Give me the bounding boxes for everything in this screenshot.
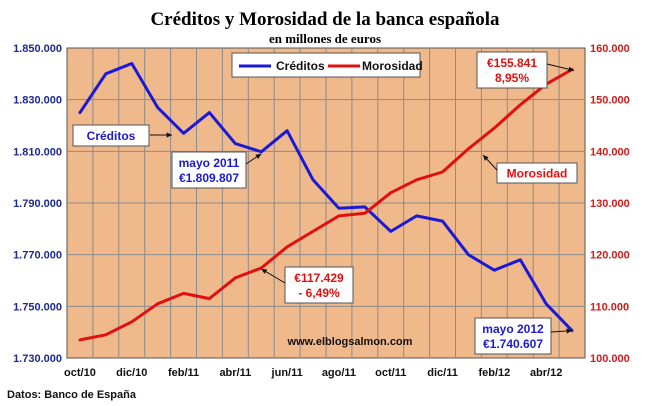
annotation-text-mayo2012: mayo 2012 <box>482 322 544 336</box>
left-tick-label: 1.730.000 <box>13 353 62 365</box>
chart-title: Créditos y Morosidad de la banca español… <box>150 9 500 30</box>
x-tick-label: jun/11 <box>271 367 303 379</box>
right-tick-label: 100.000 <box>590 353 630 365</box>
annotation-arrow-moro-may11-head <box>261 268 268 274</box>
source-note: Datos: Banco de España <box>7 389 137 401</box>
right-tick-label: 120.000 <box>590 250 630 262</box>
annotation-text-mayo2011: mayo 2011 <box>179 156 240 170</box>
annotation-text-moro-may11: - 6,49% <box>298 286 340 300</box>
x-tick-label: feb/11 <box>168 367 199 379</box>
left-axis-ticks: 1.730.000 1.750.000 1.770.000 1.790.000 1.81… <box>13 43 62 365</box>
left-tick-label: 1.770.000 <box>13 250 62 262</box>
annotation-text-mayo2011: €1.809.807 <box>179 171 239 185</box>
annotation-text-moro-may11: €117.429 <box>294 271 344 285</box>
series-line-morosidad <box>78 68 574 342</box>
annotation-arrow-mayo2012-head <box>566 328 573 334</box>
legend-entry: Créditos <box>276 59 325 73</box>
right-tick-label: 160.000 <box>590 43 630 55</box>
left-tick-label: 1.830.000 <box>13 95 62 107</box>
grid-lines <box>67 48 585 358</box>
annotation-arrow-morosidad-head <box>483 155 489 161</box>
right-axis-ticks: 100.000 110.000 120.000 130.000 140.000 150.0… <box>590 43 630 365</box>
x-tick-label: oct/10 <box>64 367 96 379</box>
x-tick-label: abr/12 <box>530 367 562 379</box>
annotation-text-morosidad-label: Morosidad <box>507 166 568 180</box>
x-tick-label: dic/11 <box>427 367 458 379</box>
annotation-arrow-mayo2011-head <box>255 153 262 159</box>
x-tick-label: ago/11 <box>322 367 356 379</box>
series-lines <box>78 62 574 342</box>
annotation-box-moro-may12 <box>476 51 548 89</box>
x-tick-label: dic/10 <box>116 367 147 379</box>
annotation-text-mayo2012: €1.740.607 <box>483 337 543 351</box>
left-tick-label: 1.810.000 <box>13 146 62 158</box>
annotation-text-creditos-label: Créditos <box>87 129 136 143</box>
annotation-arrow-creditos-head <box>166 132 172 138</box>
x-axis-ticks: oct/10 dic/10 feb/11 abr/11 jun/11 ago/11 oct/… <box>64 367 562 379</box>
x-tick-label: abr/11 <box>219 367 251 379</box>
left-tick-label: 1.850.000 <box>13 43 62 55</box>
left-tick-label: 1.790.000 <box>13 198 62 210</box>
left-tick-label: 1.750.000 <box>13 301 62 313</box>
right-tick-label: 140.000 <box>590 146 630 158</box>
legend: Créditos Morosidad <box>231 52 423 78</box>
right-tick-label: 110.000 <box>590 301 629 313</box>
right-tick-label: 150.000 <box>590 95 630 107</box>
annotation-text-moro-may12: 8,95% <box>495 71 529 85</box>
legend-entry: Morosidad <box>362 59 423 73</box>
annotation-box-morosidad-label <box>496 162 578 184</box>
watermark: www.elblogsalmon.com <box>287 336 413 348</box>
annotation-box-mayo2011 <box>171 151 247 189</box>
annotation-box-mayo2012 <box>474 317 552 355</box>
annotation-box-moro-may11 <box>284 266 354 304</box>
annotation-box-creditos-label <box>72 124 150 147</box>
chart-subtitle: en millones de euros <box>269 31 381 46</box>
series-line-creditos <box>78 62 574 333</box>
x-tick-label: feb/12 <box>478 367 510 379</box>
annotation-text-moro-may12: €155.841 <box>487 56 537 70</box>
annotation-arrow-moro-may12-head <box>568 66 575 72</box>
right-tick-label: 130.000 <box>590 198 630 210</box>
annotations: Créditos mayo 2011€1.809.807 Morosidad €117… <box>72 51 578 355</box>
x-tick-label: oct/11 <box>375 367 406 379</box>
